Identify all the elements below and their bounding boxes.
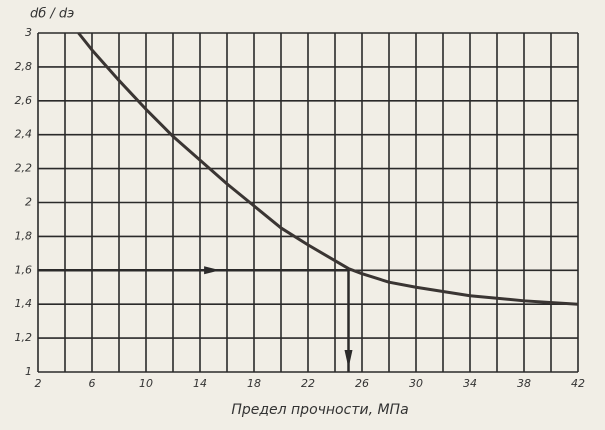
x-tick-label: 2 [35, 377, 42, 390]
y-tick-label: 2,4 [15, 128, 33, 141]
y-tick-label: 1,4 [15, 297, 33, 310]
y-tick-label: 1 [25, 365, 32, 378]
y-tick-label: 1,6 [15, 263, 33, 276]
curve [77, 32, 579, 306]
y-tick-label: 2 [25, 196, 32, 209]
y-tick-label: 2,8 [15, 60, 33, 73]
x-tick-label: 6 [89, 377, 96, 390]
x-tick-label: 34 [463, 377, 477, 390]
x-tick-label: 18 [247, 377, 261, 390]
x-tick-label: 42 [571, 377, 585, 390]
y-tick-label: 1,8 [15, 229, 33, 242]
x-tick-label: 14 [193, 377, 207, 390]
y-tick-label: 2,2 [15, 162, 33, 175]
y-tick-label: 2,6 [15, 94, 33, 107]
x-tick-label: 38 [517, 377, 531, 390]
y-tick-label: 1,2 [15, 331, 33, 344]
y-axis-label: dб / dэ [30, 7, 74, 22]
x-tick-label: 30 [409, 377, 423, 390]
x-axis-label: Предел прочности, МПа [231, 402, 408, 418]
x-tick-label: 10 [139, 377, 153, 390]
x-tick-label: 22 [301, 377, 315, 390]
y-tick-label: 3 [25, 26, 32, 39]
guide-arrowhead [344, 350, 353, 368]
x-tick-label: 26 [355, 377, 369, 390]
guide-arrowhead [204, 266, 221, 275]
